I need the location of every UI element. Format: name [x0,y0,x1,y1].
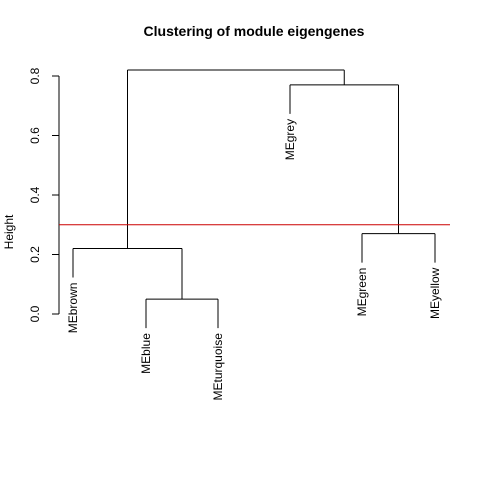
leaf-labels: MEbrown MEblue MEturquoise MEgrey MEgreen MEy… [66,119,442,401]
leaf-label: MEblue [139,333,153,374]
chart-title: Clustering of module eigengenes [144,23,365,39]
leaf-label: MEyellow [428,267,442,319]
y-axis-label: Height [2,214,16,249]
y-axis: 0.0 0.2 0.4 0.6 0.8 [28,67,60,322]
leaf-label: MEbrown [66,283,80,334]
y-tick-label: 0.6 [28,127,42,144]
y-tick-label: 0.0 [28,305,42,322]
leaf-label: MEgrey [283,119,297,160]
y-tick-label: 0.2 [28,246,42,263]
dendrogram-tree [72,69,436,329]
y-tick-label: 0.4 [28,186,42,203]
y-tick-label: 0.8 [28,67,42,84]
leaf-label: MEgreen [355,268,369,317]
leaf-label: MEturquoise [211,333,225,401]
